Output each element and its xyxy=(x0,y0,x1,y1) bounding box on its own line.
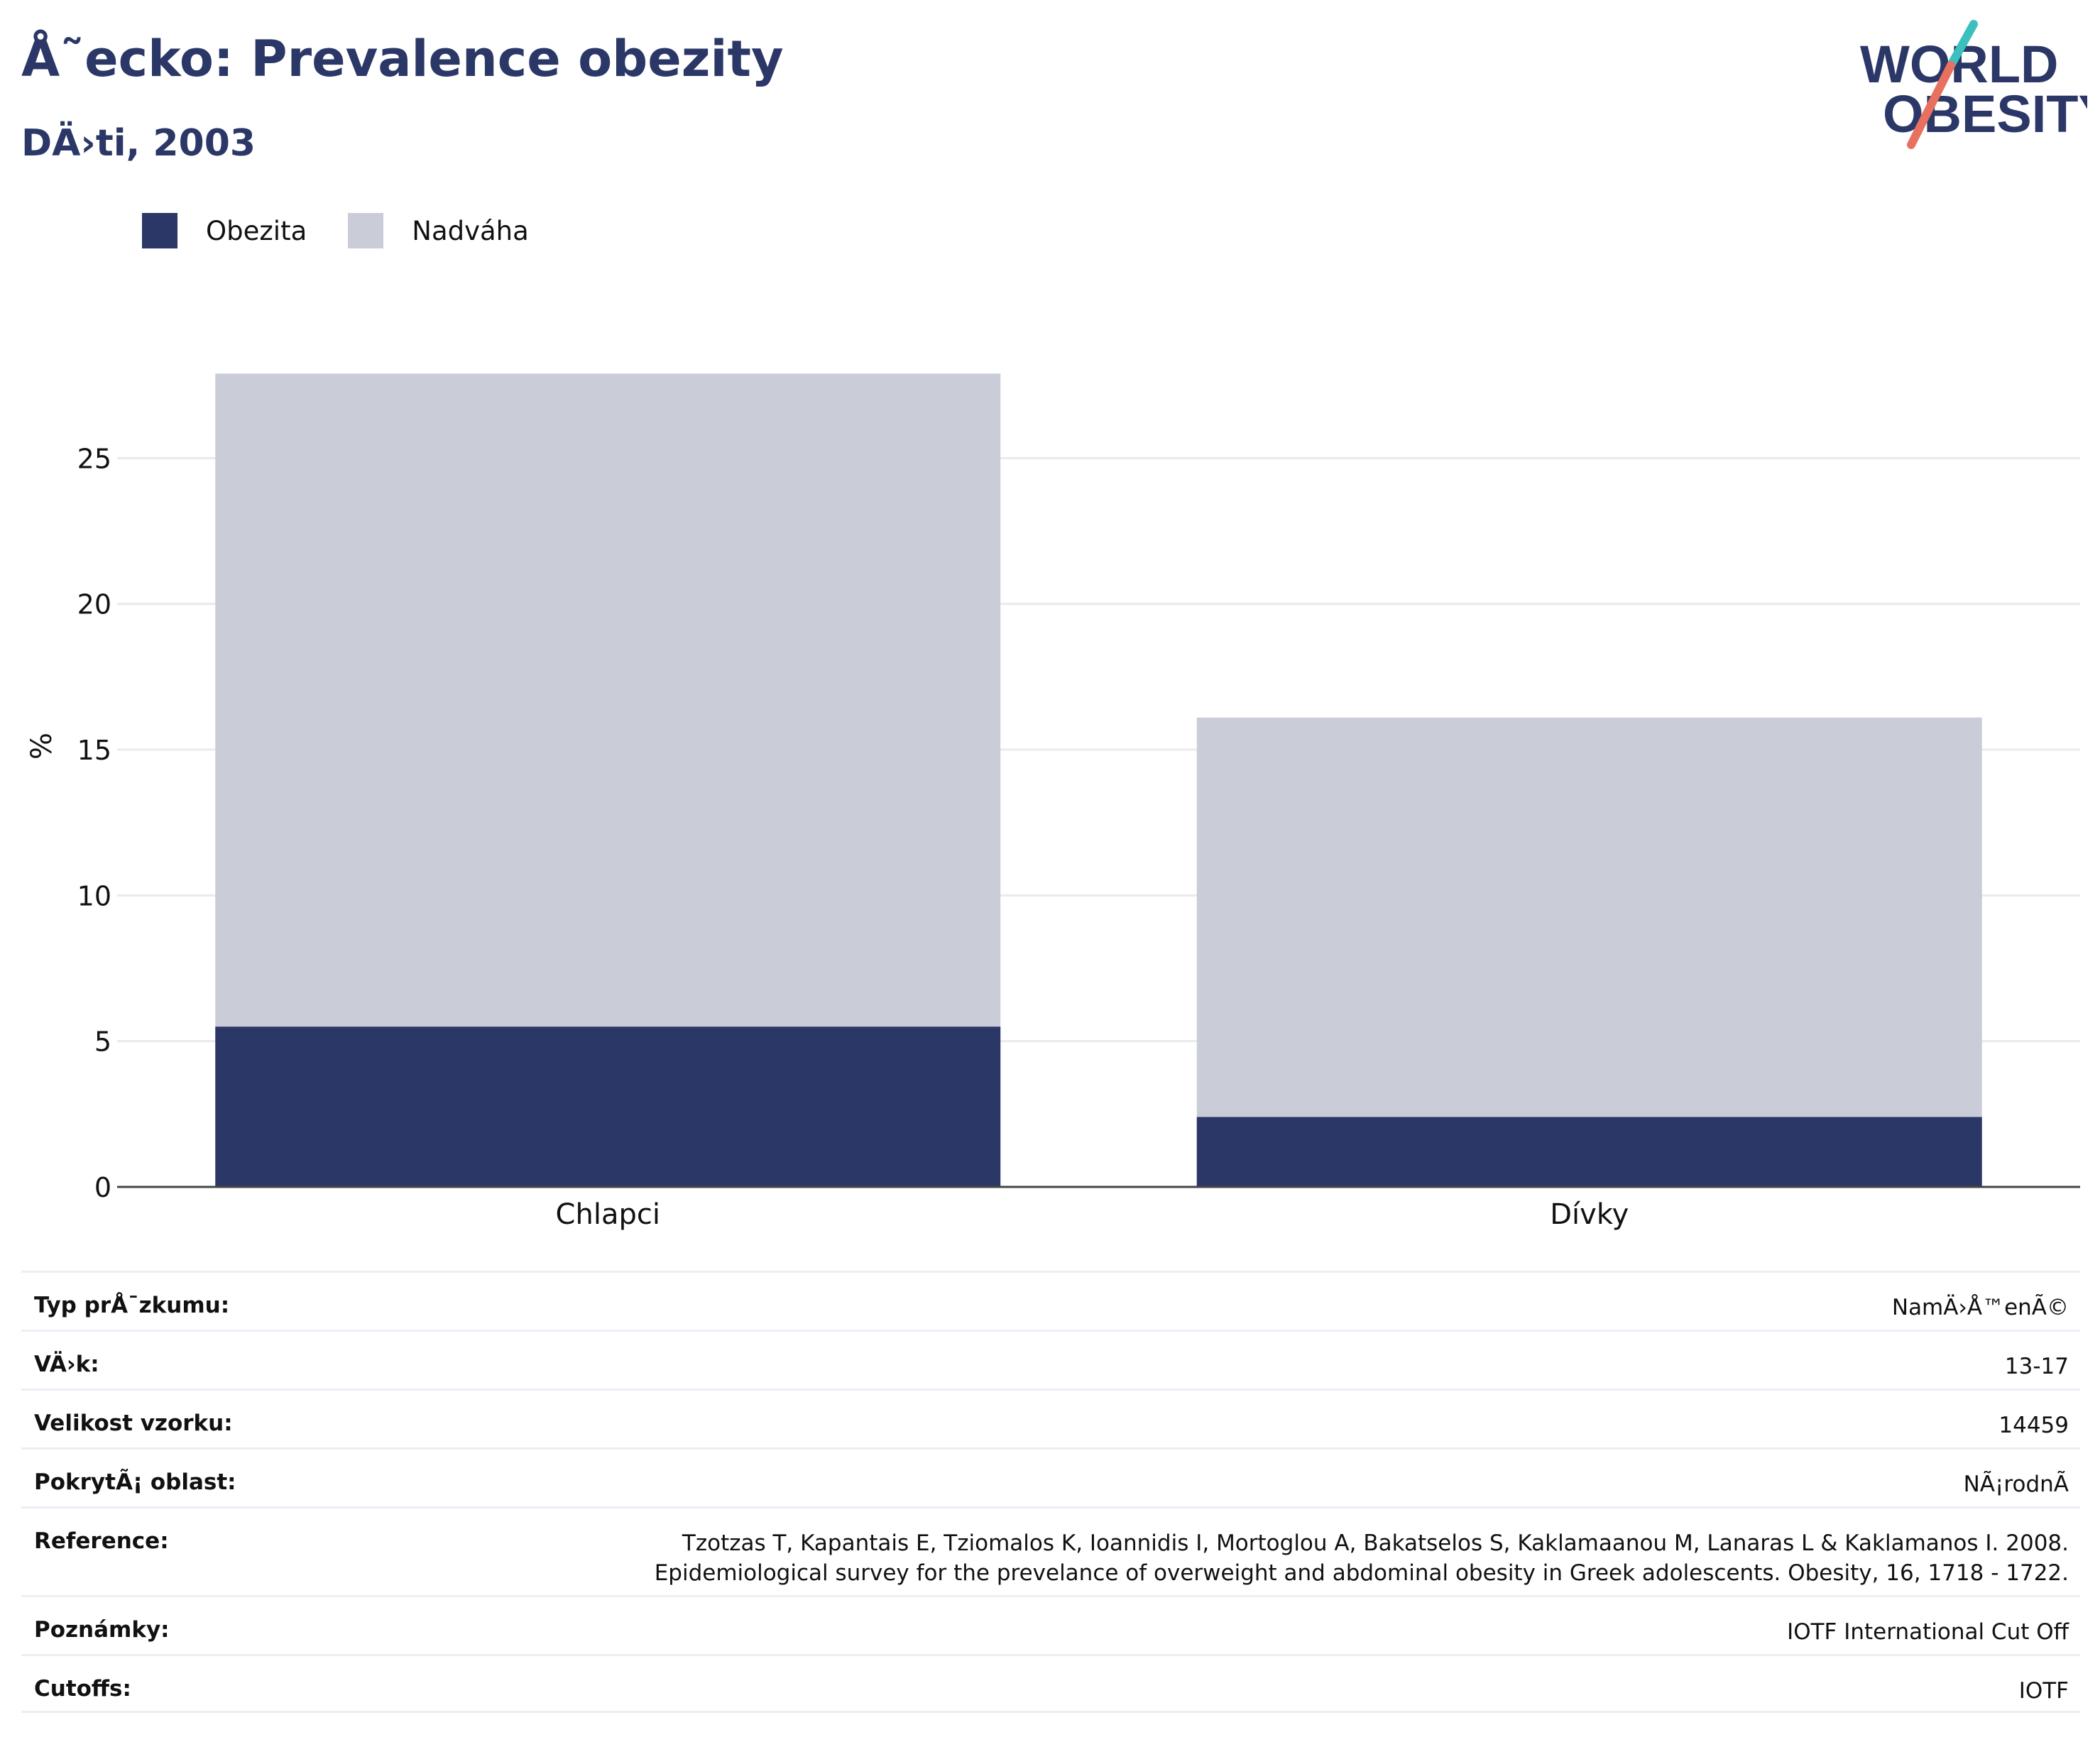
chart-legend: Obezita Nadváha xyxy=(142,209,570,252)
legend-label-obezita: Obezita xyxy=(206,215,307,246)
x-tick-label: Dívky xyxy=(1550,1198,1629,1231)
survey-info-table: Typ prÅ¯zkumu: NamÄ›Å™enÃ© VÄ›k: 13-17 Velik… xyxy=(21,1271,2080,1713)
info-row-value: 14459 xyxy=(1998,1411,2069,1440)
logo-slash-top xyxy=(1947,20,1978,70)
legend-item-obezita[interactable]: Obezita xyxy=(142,213,307,248)
info-row-key: Typ prÅ¯zkumu: xyxy=(34,1293,230,1318)
info-row-key: PokrytÃ¡ oblast: xyxy=(34,1469,236,1495)
bar-nadvha-1 xyxy=(1196,717,1982,1117)
info-row-key: Cutoffs: xyxy=(34,1676,131,1702)
info-row-value-line: 13-17 xyxy=(2004,1354,2069,1379)
info-row-value: Tzotzas T, Kapantais E, Tziomalos K, Ioa… xyxy=(655,1528,2069,1588)
x-tick-label: Chlapci xyxy=(556,1198,660,1231)
info-row: PokrytÃ¡ oblast: NÃ¡rodnÃ xyxy=(21,1447,2080,1506)
legend-item-nadvaha[interactable]: Nadváha xyxy=(348,213,529,248)
info-row: Reference: Tzotzas T, Kapantais E, Tzioma… xyxy=(21,1506,2080,1595)
bar-obezita-0 xyxy=(215,1026,1001,1187)
bar-obezita-1 xyxy=(1196,1117,1982,1187)
info-row-value-line: Epidemiological survey for the prevelanc… xyxy=(654,1560,2069,1586)
page-subtitle: DÄ›ti, 2003 xyxy=(21,122,256,165)
bar-chart: 0 5 10 15 20 25% Chlapci Dívky xyxy=(26,373,2080,1231)
info-row-value: NamÄ›Å™enÃ© xyxy=(1892,1293,2069,1322)
info-row-key: Velikost vzorku: xyxy=(34,1411,233,1436)
info-row: Poznámky: IOTF International Cut Off xyxy=(21,1595,2080,1654)
info-row-value: 13-17 xyxy=(2005,1352,2069,1381)
info-row: Cutoffs: IOTF xyxy=(21,1654,2080,1713)
info-row: VÄ›k: 13-17 xyxy=(21,1330,2080,1389)
info-row-value-line: IOTF xyxy=(2018,1678,2069,1704)
info-row-value: IOTF xyxy=(2019,1676,2069,1706)
info-row-value-line: NamÄ›Å™enÃ© xyxy=(1891,1295,2069,1320)
info-row-value-line: 14459 xyxy=(1998,1413,2069,1438)
info-row-value: NÃ¡rodnÃ xyxy=(1964,1469,2069,1499)
info-row-value: IOTF International Cut Off xyxy=(1787,1617,2069,1647)
logo-slash-bottom xyxy=(1907,61,1955,149)
y-tick-label: 0 xyxy=(94,1172,111,1203)
legend-swatch-obezita xyxy=(142,213,177,248)
y-tick-label: 25 xyxy=(77,443,111,474)
y-axis-title: % xyxy=(26,733,58,760)
legend-swatch-nadvaha xyxy=(348,213,384,248)
page-title: Å˜ecko: Prevalence obezity xyxy=(21,30,784,88)
info-row-key: VÄ›k: xyxy=(34,1352,99,1377)
bar-nadvha-0 xyxy=(215,373,1001,1027)
info-row-value-line: IOTF International Cut Off xyxy=(1787,1619,2069,1645)
info-row-key: Poznámky: xyxy=(34,1617,170,1643)
info-row: Typ prÅ¯zkumu: NamÄ›Å™enÃ© xyxy=(21,1271,2080,1330)
y-tick-label: 5 xyxy=(94,1026,111,1058)
info-row: Velikost vzorku: 14459 xyxy=(21,1389,2080,1447)
y-tick-label: 15 xyxy=(77,735,111,766)
y-tick-label: 20 xyxy=(77,589,111,620)
info-row-key: Reference: xyxy=(34,1528,169,1554)
world-obesity-logo: WORLD OBESITY xyxy=(1860,20,2087,149)
legend-label-nadvaha: Nadváha xyxy=(412,215,529,246)
y-tick-label: 10 xyxy=(77,880,111,911)
info-row-value-line: Tzotzas T, Kapantais E, Tziomalos K, Ioa… xyxy=(682,1530,2069,1556)
info-row-value-line: NÃ¡rodnÃ xyxy=(1963,1472,2069,1497)
